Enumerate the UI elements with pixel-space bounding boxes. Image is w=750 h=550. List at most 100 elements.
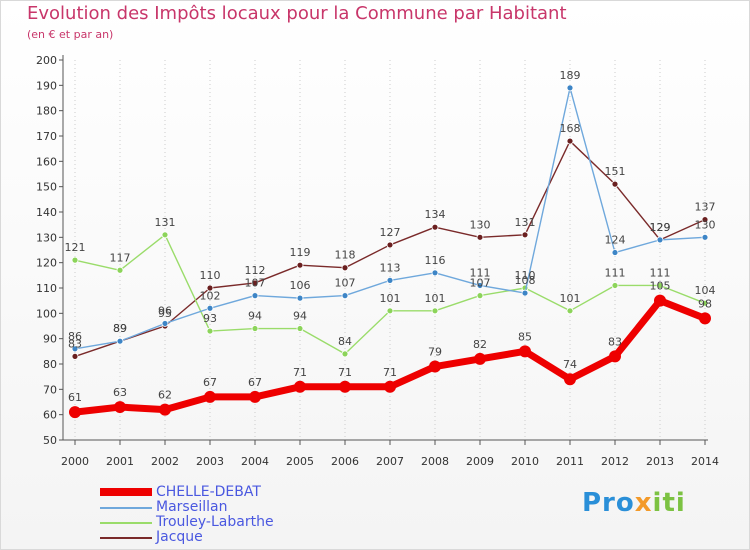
x-tick-label: 2014 — [691, 455, 719, 468]
y-tick-label: 150 — [36, 181, 57, 194]
data-label: 131 — [515, 216, 536, 229]
data-label: 94 — [293, 310, 307, 323]
data-label: 67 — [203, 376, 217, 389]
data-labels: 61 63 62 67 67 71 71 71 79 82 85 74 83 105 98 86 89 96 102… — [65, 69, 716, 404]
data-label: 111 — [650, 266, 671, 279]
y-tick-label: 120 — [36, 257, 57, 270]
data-label: 96 — [158, 304, 172, 317]
data-point — [296, 325, 304, 332]
data-label: 105 — [650, 280, 671, 293]
data-label: 129 — [650, 221, 671, 234]
data-point — [159, 403, 171, 416]
data-label: 101 — [560, 292, 581, 305]
data-label: 121 — [65, 241, 86, 254]
data-point — [71, 345, 79, 353]
data-label: 63 — [113, 386, 127, 399]
data-label: 111 — [605, 266, 626, 279]
data-label: 83 — [68, 337, 82, 350]
legend-item: CHELLE-DEBAT — [100, 484, 360, 500]
x-tick-label: 2007 — [376, 455, 404, 468]
y-tick-label: 170 — [36, 130, 57, 143]
data-point — [161, 231, 169, 239]
data-point — [251, 292, 259, 300]
data-point — [609, 350, 621, 363]
x-tick-label: 2009 — [466, 455, 494, 468]
data-point — [564, 373, 576, 386]
x-tick-label: 2004 — [241, 455, 269, 468]
data-point — [341, 292, 349, 300]
data-point — [294, 380, 306, 393]
data-label: 101 — [380, 292, 401, 305]
data-point — [474, 352, 486, 365]
y-tick-label: 180 — [36, 105, 57, 118]
data-point — [521, 289, 529, 297]
data-point — [431, 307, 439, 315]
data-point — [611, 282, 619, 289]
data-point — [566, 307, 574, 315]
data-point — [701, 233, 709, 241]
data-label: 116 — [425, 254, 446, 267]
data-label: 118 — [335, 249, 356, 262]
data-label: 93 — [203, 312, 217, 325]
data-point — [339, 380, 351, 393]
axes: 2000 2001 2002 2003 2004 2005 2006 2007 2008 2009… — [36, 54, 719, 468]
data-point — [431, 269, 439, 277]
data-label: 89 — [113, 322, 127, 335]
data-label: 124 — [605, 234, 626, 247]
data-point — [519, 345, 531, 358]
data-label: 62 — [158, 389, 172, 402]
data-label: 137 — [695, 201, 716, 214]
legend: CHELLE-DEBAT Marseillan Trouley-Labarthe… — [100, 484, 360, 545]
data-point — [699, 312, 711, 325]
data-point — [69, 406, 81, 419]
data-label: 83 — [608, 335, 622, 348]
x-tick-label: 2000 — [61, 455, 89, 468]
legend-label: Marseillan — [156, 499, 228, 515]
data-label: 95 — [158, 307, 172, 320]
data-point — [114, 401, 126, 414]
data-label: 98 — [698, 297, 712, 310]
data-label: 117 — [110, 251, 131, 264]
data-point — [386, 241, 394, 249]
data-point — [656, 282, 664, 289]
data-label: 74 — [563, 358, 577, 371]
x-tick-label: 2013 — [646, 455, 674, 468]
data-point — [161, 320, 169, 327]
data-label: 119 — [290, 246, 311, 259]
data-point — [566, 84, 574, 92]
data-label: 129 — [650, 221, 671, 234]
data-label: 101 — [425, 292, 446, 305]
data-point — [429, 360, 441, 373]
x-tick-label: 2005 — [286, 455, 314, 468]
y-tick-label: 200 — [36, 54, 57, 67]
data-label: 168 — [560, 122, 581, 135]
x-tick-label: 2003 — [196, 455, 224, 468]
data-point — [251, 325, 259, 332]
legend-swatch-jacque — [100, 537, 152, 539]
data-label: 61 — [68, 391, 82, 404]
y-tick-label: 140 — [36, 206, 57, 219]
data-point — [206, 327, 214, 335]
data-label: 113 — [380, 261, 401, 274]
data-point — [476, 282, 484, 289]
data-point — [476, 292, 484, 300]
data-point — [476, 233, 484, 241]
chart-title: Evolution des Impôts locaux pour la Comm… — [27, 3, 567, 24]
data-label: 79 — [428, 346, 442, 359]
data-label: 130 — [695, 218, 716, 231]
x-tick-label: 2011 — [556, 455, 584, 468]
x-tick-label: 2010 — [511, 455, 539, 468]
data-label: 86 — [68, 330, 82, 343]
data-point — [431, 223, 439, 231]
data-label: 104 — [695, 284, 716, 297]
data-label: 107 — [245, 277, 266, 290]
series-lines — [69, 84, 711, 419]
legend-swatch-chelle-debat — [100, 488, 152, 496]
data-label: 71 — [383, 366, 397, 379]
brand-prefix: Pro — [582, 488, 635, 518]
data-point — [251, 279, 259, 287]
data-point — [566, 137, 574, 145]
data-label: 82 — [473, 338, 487, 351]
data-label: 102 — [200, 289, 221, 302]
